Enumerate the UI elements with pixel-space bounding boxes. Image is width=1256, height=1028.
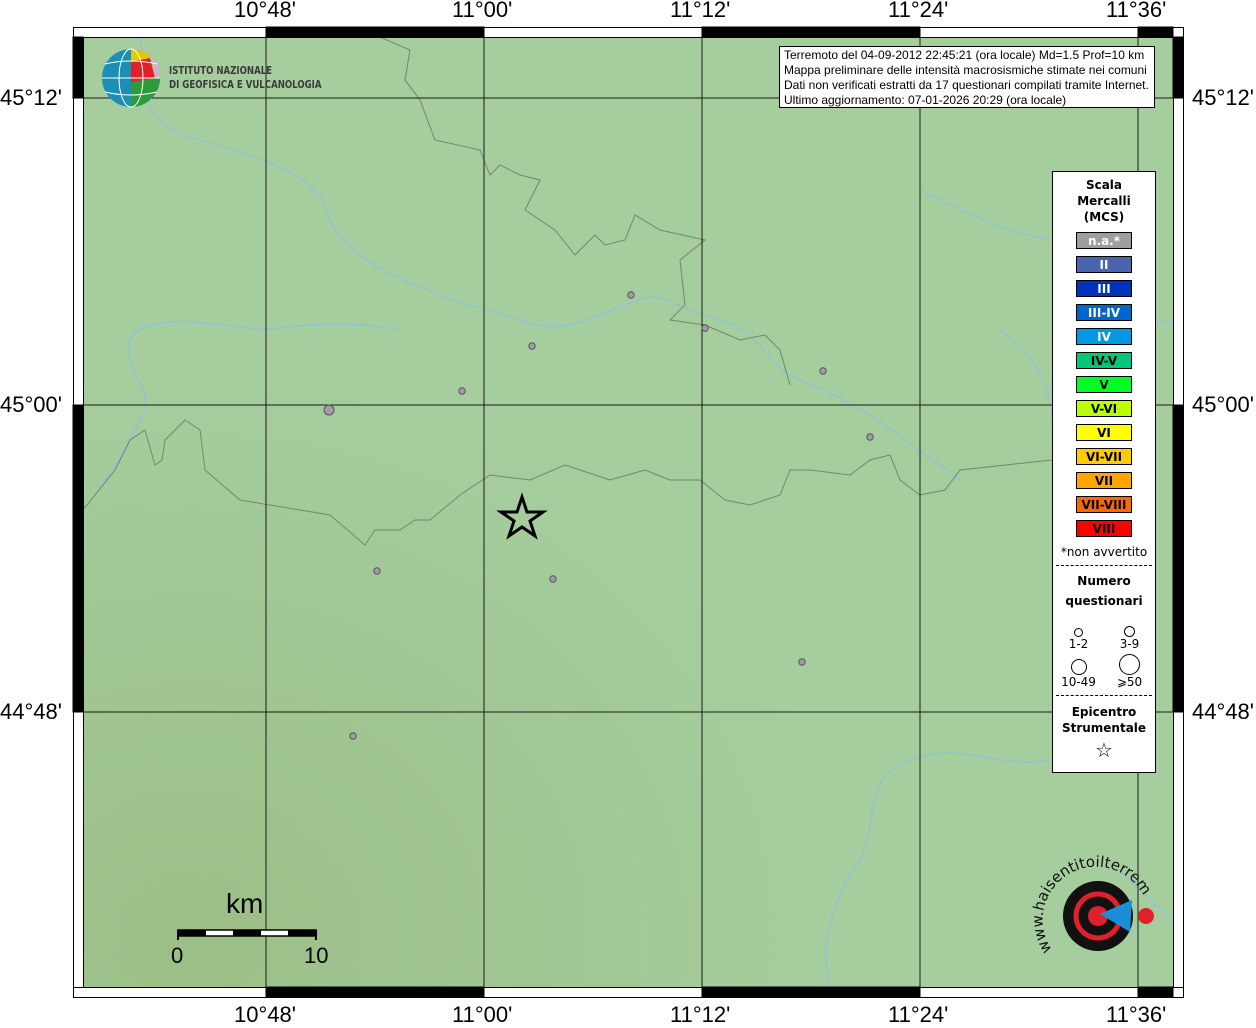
legend-note: *non avvertito [1060,545,1148,559]
map-frame [72,26,1184,998]
observation-point[interactable] [798,658,806,666]
ingv-logo-globe [102,48,161,108]
circle-large-icon [1070,659,1087,675]
observation-point[interactable] [866,433,874,441]
circle-medium-icon [1124,626,1135,637]
observation-point[interactable] [373,567,381,575]
scale-bar [177,929,317,940]
lon-label-bottom: 11°36' [1106,1002,1167,1027]
intensity-swatch: VIII [1076,520,1132,537]
intensity-scale: n.a.* II III III-IV IV IV-V V V-VI VI VI-VII VII VI… [1053,232,1155,537]
count-label: 3-9 [1119,637,1140,651]
last-update: Ultimo aggiornamento: 07-01-2026 20:29 (… [784,93,1067,107]
epicenter-title-1: Epicentro [1071,705,1137,719]
lon-label-top: 11°12' [670,0,731,22]
event-info-box: Terremoto del 04-09-2012 22:45:21 (ora l… [779,46,1155,108]
observation-point[interactable] [549,575,557,583]
intensity-swatch: VI-VII [1076,448,1132,465]
observation-point[interactable] [349,732,357,740]
admin-boundaries [82,36,1053,546]
observation-point[interactable] [627,291,635,299]
data-source: Dati non verificati estratti da 17 quest… [784,78,1149,92]
count-size-item: 10-49 [1053,651,1104,689]
count-label: 10-49 [1061,675,1096,689]
scale-unit: km [226,888,264,919]
scale-start: 0 [171,943,184,968]
intensity-swatch: n.a.* [1076,232,1132,249]
count-size-item: 3-9 [1104,613,1155,651]
circle-xlarge-icon [1119,654,1140,675]
observation-point[interactable] [458,387,466,395]
lat-label-right: 45°00' [1192,392,1254,417]
lon-label-top: 11°00' [452,0,513,22]
intensity-swatch: V-VI [1076,400,1132,417]
divider [1056,565,1152,566]
lon-label-bottom: 11°12' [670,1002,731,1027]
lon-label-top: 11°36' [1106,0,1167,22]
intensity-swatch: VII-VIII [1076,496,1132,513]
count-title-2: questionari [1065,594,1143,608]
lat-label-left: 45°12' [0,85,62,110]
rivers [82,36,1174,988]
count-label: ⩾50 [1116,675,1143,689]
divider [1056,695,1152,696]
count-sizes: 1-2 3-9 10-49 ⩾50 [1053,613,1155,689]
lat-label-left: 44°48' [0,699,62,724]
legend-title-1: Scala [1085,178,1123,192]
intensity-swatch: VI [1076,424,1132,441]
count-size-item: ⩾50 [1104,651,1155,689]
lat-label-right: 45°12' [1192,85,1254,110]
lon-label-top: 11°24' [888,0,949,22]
map-description: Mappa preliminare delle intensità macros… [784,63,1147,77]
count-title-1: Numero [1077,574,1131,588]
intensity-swatch: V [1076,376,1132,393]
epicenter-title: Epicentro Strumentale [1053,704,1155,736]
ingv-logo-text: ISTITUTO NAZIONALE DI GEOFISICA E VULCAN… [169,64,322,92]
scale-end: 10 [304,943,329,968]
lon-label-bottom: 11°00' [452,1002,513,1027]
observation-point[interactable] [819,367,827,375]
intensity-swatch: III-IV [1076,304,1132,321]
count-size-item: 1-2 [1053,613,1104,651]
intensity-swatch: VII [1076,472,1132,489]
epicenter-star-legend-icon: ☆ [1095,738,1113,762]
lat-label-right: 44°48' [1192,699,1254,724]
count-title: Numero questionari [1053,571,1155,611]
map-background [83,37,1173,987]
intensity-swatch: II [1076,256,1132,273]
intensity-swatch: IV-V [1076,352,1132,369]
legend-title-3: (MCS) [1083,210,1125,224]
legend: Scala Mercalli (MCS) n.a.* II III III-IV IV I… [1052,171,1156,773]
observation-point[interactable] [701,324,709,332]
intensity-swatch: III [1076,280,1132,297]
count-label: 1-2 [1068,637,1089,651]
observation-points [323,291,874,740]
lon-label-top: 10°48' [234,0,296,22]
circle-small-icon [1074,628,1083,637]
legend-title: Scala Mercalli (MCS) [1053,177,1155,225]
lon-label-bottom: 11°24' [888,1002,949,1027]
ingv-line2: DI GEOFISICA E VULCANOLOGIA [169,78,322,91]
epicenter-title-2: Strumentale [1061,721,1147,735]
epicenter-star-icon[interactable] [496,492,548,540]
lat-label-left: 45°00' [0,392,62,417]
observation-point[interactable] [323,404,335,416]
legend-title-2: Mercalli [1077,194,1131,208]
ingv-line1: ISTITUTO NAZIONALE [169,64,273,77]
intensity-swatch: IV [1076,328,1132,345]
event-line: Terremoto del 04-09-2012 22:45:21 (ora l… [784,48,1145,62]
lon-label-bottom: 10°48' [234,1002,296,1027]
observation-point[interactable] [528,342,536,350]
